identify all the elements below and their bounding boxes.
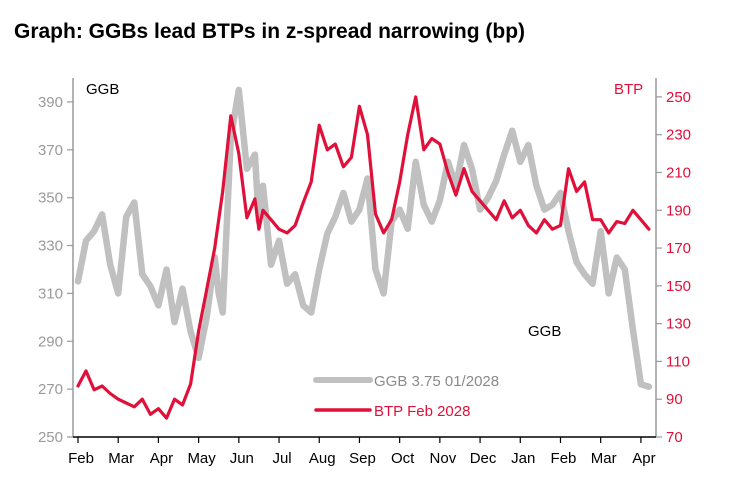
x-tick-label: Aug — [309, 450, 336, 467]
right-tick-label: 70 — [666, 429, 683, 446]
x-tick-label: Dec — [470, 450, 497, 467]
left-tick-label: 330 — [38, 238, 63, 255]
x-tick-label: Apr — [150, 450, 173, 467]
x-tick-label: Jun — [230, 450, 254, 467]
left-tick-label: 290 — [38, 333, 63, 350]
x-tick-label: Oct — [391, 450, 415, 467]
right-tick-label: 250 — [666, 89, 691, 106]
right-tick-label: 170 — [666, 240, 691, 257]
left-tick-label: 350 — [38, 190, 63, 207]
x-tick-label: Mar — [591, 450, 617, 467]
series-line-btp — [76, 95, 651, 420]
left-tick-label: 310 — [38, 285, 63, 302]
x-tick-label: Feb — [68, 450, 94, 467]
x-tick-label: Jul — [272, 450, 291, 467]
series-layer — [74, 86, 653, 420]
x-tick-label: Apr — [632, 450, 655, 467]
right-tick-label: 190 — [666, 202, 691, 219]
right-tick-label: 90 — [666, 391, 683, 408]
ggb-annotation: GGB — [528, 323, 561, 340]
x-tick-label: Mar — [108, 450, 134, 467]
right-tick-label: 150 — [666, 278, 691, 295]
x-tick-label: May — [187, 450, 216, 467]
series-line-ggb — [74, 86, 653, 390]
right-axis-label: BTP — [614, 81, 643, 98]
x-tick-label: Nov — [430, 450, 457, 467]
legend: GGB 3.75 01/2028 BTP Feb 2028 — [313, 373, 499, 420]
legend-label-ggb: GGB 3.75 01/2028 — [374, 373, 499, 390]
left-tick-label: 270 — [38, 381, 63, 398]
chart-title: Graph: GGBs lead BTPs in z-spread narrow… — [14, 20, 525, 43]
right-tick-label: 130 — [666, 316, 691, 333]
right-tick-label: 110 — [666, 353, 690, 370]
left-axis-label: GGB — [86, 81, 119, 98]
left-tick-label: 390 — [38, 94, 63, 111]
right-tick-label: 210 — [666, 164, 691, 181]
x-tick-label: Jan — [511, 450, 535, 467]
right-tick-label: 230 — [666, 127, 691, 144]
legend-label-btp: BTP Feb 2028 — [374, 403, 470, 420]
left-tick-label: 250 — [38, 429, 63, 446]
axes: 250 270 290 310 330 350 370 390 70 90 110 130 150 170… — [38, 78, 691, 467]
x-tick-label: Sep — [349, 450, 376, 467]
left-tick-label: 370 — [38, 142, 63, 159]
x-tick-label: Feb — [551, 450, 577, 467]
